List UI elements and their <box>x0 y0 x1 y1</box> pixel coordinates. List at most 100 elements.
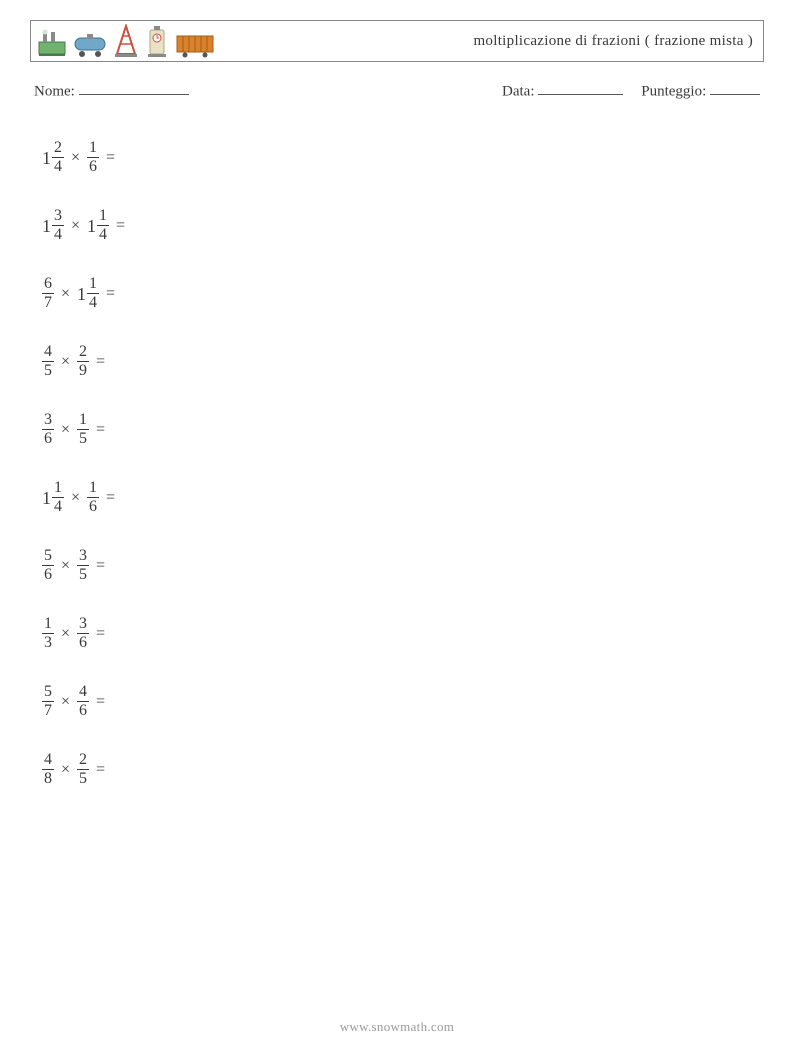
whole-part: 1 <box>42 489 52 507</box>
fraction: 57 <box>42 684 54 719</box>
fraction: 16 <box>87 140 99 175</box>
pump-icon <box>145 24 169 58</box>
numerator: 1 <box>52 480 64 497</box>
numerator: 4 <box>77 684 89 701</box>
fraction: 24 <box>52 140 64 175</box>
numerator: 1 <box>87 276 99 293</box>
numerator: 2 <box>77 752 89 769</box>
problem-list: 124×16=134×114=67×114=45×29=36×15=114×16… <box>30 140 764 787</box>
name-blank[interactable] <box>79 80 189 95</box>
fraction: 29 <box>77 344 89 379</box>
denominator: 4 <box>97 225 109 243</box>
equals-symbol: = <box>89 694 105 710</box>
denominator: 7 <box>42 701 54 719</box>
denominator: 6 <box>42 429 54 447</box>
denominator: 4 <box>52 497 64 515</box>
numerator: 3 <box>77 616 89 633</box>
denominator: 4 <box>87 293 99 311</box>
times-symbol: × <box>54 422 77 438</box>
score-label: Punteggio: <box>641 83 706 99</box>
numerator: 4 <box>42 344 54 361</box>
problem-row: 124×16= <box>42 140 764 175</box>
problem-row: 13×36= <box>42 616 764 651</box>
times-symbol: × <box>54 286 77 302</box>
denominator: 6 <box>77 633 89 651</box>
denominator: 4 <box>52 157 64 175</box>
equals-symbol: = <box>109 218 125 234</box>
denominator: 6 <box>87 157 99 175</box>
problem-row: 134×114= <box>42 208 764 243</box>
numerator: 1 <box>77 412 89 429</box>
denominator: 8 <box>42 769 54 787</box>
times-symbol: × <box>64 150 87 166</box>
numerator: 2 <box>77 344 89 361</box>
fraction: 67 <box>42 276 54 311</box>
problem-row: 67×114= <box>42 276 764 311</box>
equals-symbol: = <box>89 558 105 574</box>
problem-row: 114×16= <box>42 480 764 515</box>
problem-row: 48×25= <box>42 752 764 787</box>
name-label: Nome: <box>34 83 75 99</box>
numerator: 3 <box>52 208 64 225</box>
equals-symbol: = <box>89 422 105 438</box>
denominator: 3 <box>42 633 54 651</box>
numerator: 1 <box>97 208 109 225</box>
equals-symbol: = <box>89 626 105 642</box>
info-row: Nome: Data: Punteggio: <box>30 80 764 100</box>
numerator: 3 <box>42 412 54 429</box>
fraction: 45 <box>42 344 54 379</box>
date-label: Data: <box>502 83 534 99</box>
denominator: 5 <box>77 565 89 583</box>
fraction: 25 <box>77 752 89 787</box>
times-symbol: × <box>54 558 77 574</box>
fraction: 34 <box>52 208 64 243</box>
fraction: 14 <box>87 276 99 311</box>
problem-row: 57×46= <box>42 684 764 719</box>
equals-symbol: = <box>99 490 115 506</box>
date-blank[interactable] <box>538 80 623 95</box>
worksheet-title: moltiplicazione di frazioni ( frazione m… <box>473 33 753 50</box>
denominator: 6 <box>42 565 54 583</box>
numerator: 2 <box>52 140 64 157</box>
problem-row: 36×15= <box>42 412 764 447</box>
problem-row: 56×35= <box>42 548 764 583</box>
fraction: 36 <box>77 616 89 651</box>
whole-part: 1 <box>77 285 87 303</box>
denominator: 7 <box>42 293 54 311</box>
denominator: 6 <box>87 497 99 515</box>
equals-symbol: = <box>99 150 115 166</box>
numerator: 3 <box>77 548 89 565</box>
whole-part: 1 <box>87 217 97 235</box>
tank-icon <box>73 32 107 58</box>
times-symbol: × <box>54 762 77 778</box>
problem-row: 45×29= <box>42 344 764 379</box>
denominator: 4 <box>52 225 64 243</box>
fraction: 46 <box>77 684 89 719</box>
numerator: 4 <box>42 752 54 769</box>
denominator: 6 <box>77 701 89 719</box>
numerator: 5 <box>42 548 54 565</box>
equals-symbol: = <box>89 762 105 778</box>
plant-icon <box>37 28 67 58</box>
denominator: 9 <box>77 361 89 379</box>
fraction: 35 <box>77 548 89 583</box>
derrick-icon <box>113 24 139 58</box>
times-symbol: × <box>64 490 87 506</box>
times-symbol: × <box>54 626 77 642</box>
equals-symbol: = <box>99 286 115 302</box>
fraction: 13 <box>42 616 54 651</box>
score-blank[interactable] <box>710 80 760 95</box>
denominator: 5 <box>42 361 54 379</box>
times-symbol: × <box>54 694 77 710</box>
denominator: 5 <box>77 429 89 447</box>
numerator: 1 <box>87 140 99 157</box>
times-symbol: × <box>64 218 87 234</box>
fraction: 14 <box>97 208 109 243</box>
numerator: 1 <box>87 480 99 497</box>
header-box: moltiplicazione di frazioni ( frazione m… <box>30 20 764 62</box>
whole-part: 1 <box>42 149 52 167</box>
icon-row <box>37 24 215 58</box>
denominator: 5 <box>77 769 89 787</box>
fraction: 48 <box>42 752 54 787</box>
fraction: 16 <box>87 480 99 515</box>
